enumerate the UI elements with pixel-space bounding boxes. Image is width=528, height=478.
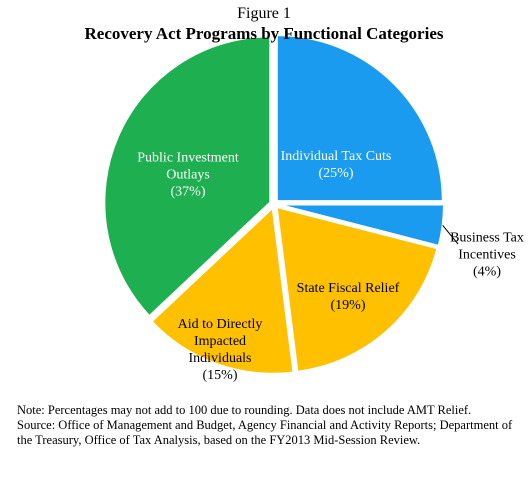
slice-name: Aid to Directly Impacted Individuals xyxy=(177,317,263,366)
slice-label: Business Tax Incentives (4%) xyxy=(447,230,527,281)
pie-slice xyxy=(103,35,272,318)
slice-label: Public Investment Outlays (37%) xyxy=(123,150,253,201)
slice-label: Aid to Directly Impacted Individuals (15%… xyxy=(165,316,275,384)
slice-value: (15%) xyxy=(202,368,238,383)
pie-slice xyxy=(150,205,295,375)
leader-line xyxy=(442,224,459,245)
figure-label: Figure 1 xyxy=(237,5,291,22)
slice-name: Business Tax Incentives xyxy=(450,230,524,263)
pie-slice xyxy=(275,205,439,373)
slice-value: (19%) xyxy=(330,298,366,313)
slice-value: (37%) xyxy=(170,184,206,200)
slice-label: Individual Tax Cuts (25%) xyxy=(251,148,421,182)
slice-value: (25%) xyxy=(318,166,354,181)
source: Source: Office of Management and Budget,… xyxy=(17,418,513,447)
pie-slice xyxy=(277,203,445,248)
pie-slice xyxy=(275,34,444,203)
slice-name: State Fiscal Relief xyxy=(296,281,400,296)
slice-label: State Fiscal Relief (19%) xyxy=(268,280,428,314)
slice-value: (4%) xyxy=(473,264,501,280)
chart-title: Recovery Act Programs by Functional Cate… xyxy=(84,24,444,43)
slice-name: Individual Tax Cuts xyxy=(280,149,392,164)
slice-name: Public Investment Outlays xyxy=(137,150,239,183)
notes: Note: Percentages may not add to 100 due… xyxy=(17,403,517,448)
note: Note: Percentages may not add to 100 due… xyxy=(17,403,472,417)
